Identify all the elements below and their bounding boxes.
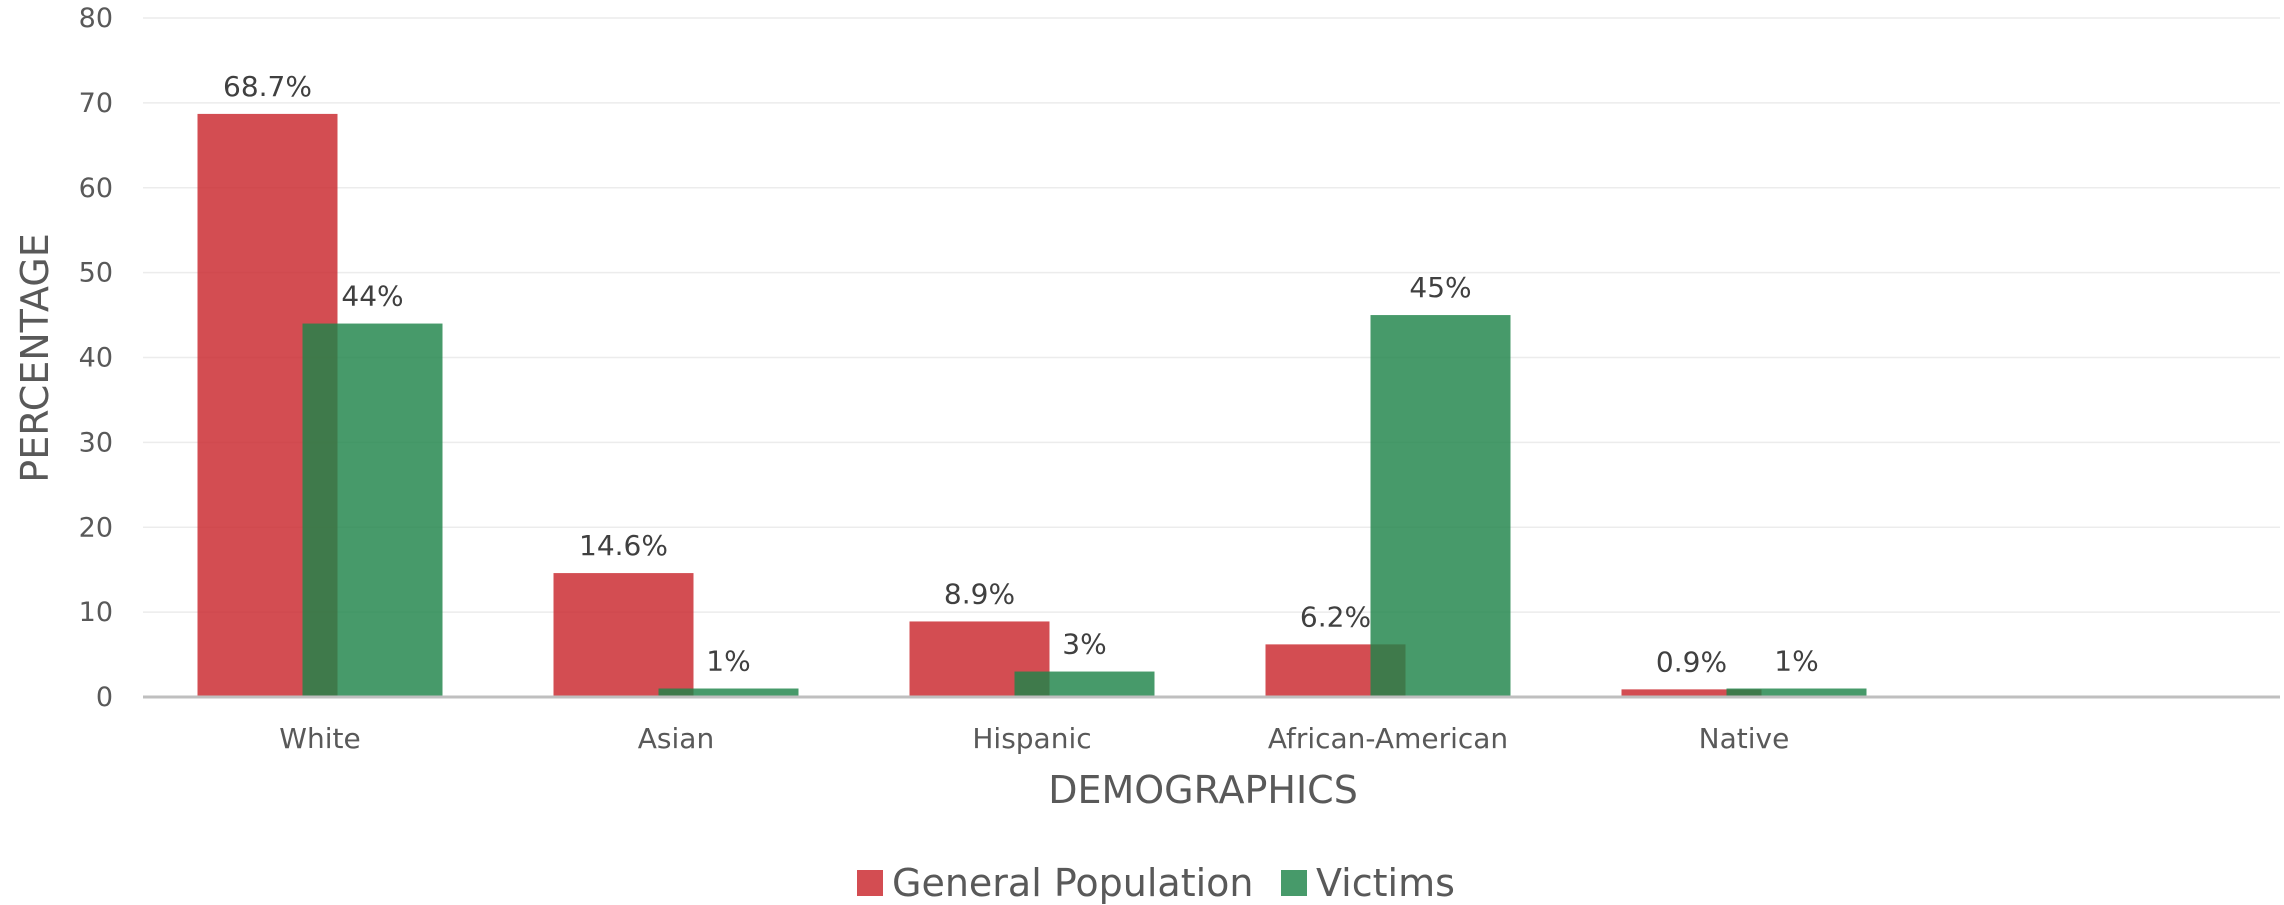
y-tick-label: 40 [79,343,113,374]
y-tick-label: 70 [79,88,113,119]
bar-general-population [1621,689,1762,697]
data-label-general-population: 6.2% [1300,600,1371,633]
legend-label-general-population: General Population [892,861,1253,905]
data-labels: 68.7% 44% 14.6% 1% 8.9% 3% 6.2% 45% 0.9% 1% [223,70,1819,678]
y-axis-ticks: 0 10 20 30 40 50 60 70 80 [79,3,113,713]
y-tick-label: 0 [96,682,113,713]
bar-victims [658,688,799,697]
data-label-general-population: 14.6% [579,529,668,562]
data-label-general-population: 68.7% [223,70,312,103]
legend-label-victims: Victims [1316,861,1455,905]
x-axis-category-labels: White Asian Hispanic African-American Native [279,722,1789,755]
data-label-victims: 1% [1774,645,1818,678]
bar-general-population [553,573,694,697]
y-tick-label: 80 [79,3,113,34]
x-category-label: Hispanic [972,722,1091,755]
gridlines [143,17,2280,613]
bars [197,113,1867,697]
data-label-victims: 1% [706,645,750,678]
legend-swatch-victims [1281,870,1307,896]
y-tick-label: 30 [79,427,113,458]
data-label-victims: 44% [341,280,403,313]
bar-victims [1014,671,1155,697]
x-category-label: African-American [1268,722,1508,755]
x-axis-title: DEMOGRAPHICS [1048,768,1358,812]
y-tick-label: 10 [79,597,113,628]
legend-swatch-general-population [857,870,883,896]
data-label-general-population: 8.9% [944,577,1015,610]
y-tick-label: 20 [79,512,113,543]
y-axis-title: PERCENTAGE [13,233,57,482]
data-label-victims: 45% [1409,271,1471,304]
bar-victims [302,323,443,697]
bar-victims [1726,688,1867,697]
x-category-label: White [279,722,360,755]
data-label-victims: 3% [1062,628,1106,661]
y-tick-label: 60 [79,173,113,204]
data-label-general-population: 0.9% [1656,645,1727,678]
legend: General Population Victims [857,861,1455,905]
y-tick-label: 50 [79,258,113,289]
x-category-label: Native [1699,722,1790,755]
x-category-label: Asian [638,722,714,755]
bar-victims [1370,315,1511,697]
